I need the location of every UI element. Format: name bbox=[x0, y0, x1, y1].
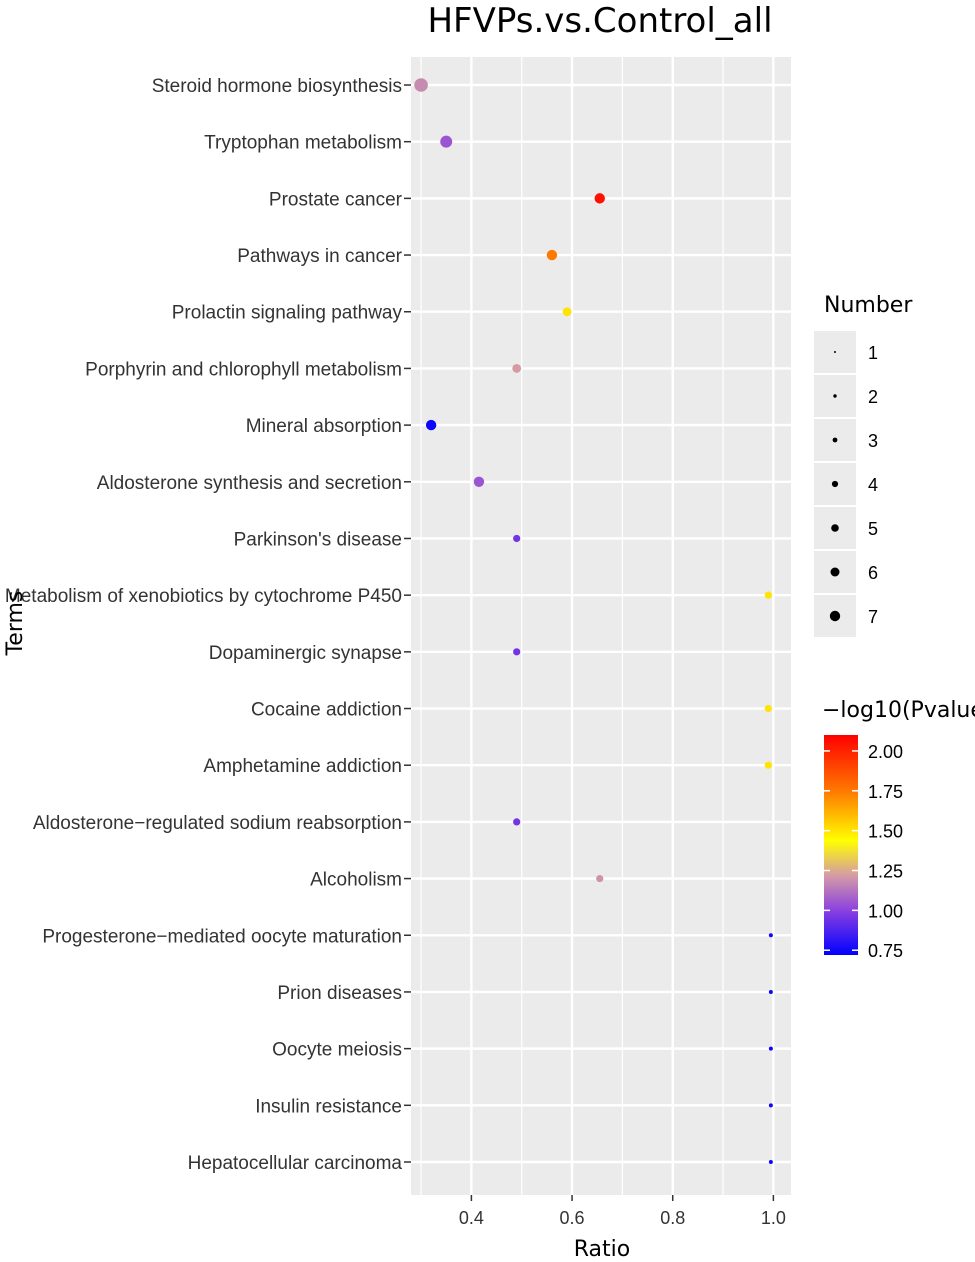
y-tick-label: Parkinson's disease bbox=[234, 529, 402, 550]
size-legend-dot bbox=[832, 437, 838, 443]
data-point bbox=[414, 78, 428, 92]
y-tick-label: Porphyrin and chlorophyll metabolism bbox=[85, 359, 402, 380]
y-tick-label: Tryptophan metabolism bbox=[204, 133, 402, 154]
x-tick-label: 0.8 bbox=[660, 1208, 685, 1228]
colorbar-label: 2.00 bbox=[868, 742, 903, 762]
size-legend-label: 6 bbox=[868, 563, 878, 583]
grid-major bbox=[411, 57, 791, 1195]
data-point bbox=[764, 591, 772, 599]
y-tick-label: Mineral absorption bbox=[246, 416, 402, 437]
data-point bbox=[768, 989, 773, 994]
x-tick-label: 0.6 bbox=[560, 1208, 585, 1228]
data-point bbox=[440, 135, 453, 148]
color-legend: −log10(Pvalue) 2.00 1.75 1.50 1.25 1.00 0.75 bbox=[822, 698, 975, 961]
y-tick-label: Hepatocellular carcinoma bbox=[188, 1153, 403, 1174]
y-tick-label: Cocaine addiction bbox=[251, 700, 402, 721]
size-legend-label: 5 bbox=[868, 519, 878, 539]
size-legend-dot bbox=[831, 524, 839, 532]
data-point bbox=[768, 1160, 773, 1164]
colorbar-label: 1.00 bbox=[868, 901, 903, 921]
y-tick-label: Aldosterone synthesis and secretion bbox=[97, 473, 402, 494]
y-tick-label: Prostate cancer bbox=[269, 189, 403, 210]
size-legend-dot bbox=[833, 394, 837, 398]
data-point bbox=[768, 1046, 773, 1051]
size-legend-dot bbox=[834, 351, 836, 353]
y-tick-label: Prolactin signaling pathway bbox=[172, 303, 403, 324]
y-axis-title: Terms bbox=[3, 591, 28, 657]
data-point bbox=[546, 249, 558, 261]
y-tick-label: Dopaminergic synapse bbox=[209, 643, 402, 664]
color-legend-title: −log10(Pvalue) bbox=[822, 698, 975, 723]
data-point bbox=[562, 307, 572, 317]
size-legend-dot bbox=[829, 610, 841, 622]
data-point bbox=[512, 364, 522, 373]
y-tick-label: Insulin resistance bbox=[255, 1096, 402, 1117]
colorbar-label: 1.75 bbox=[868, 782, 903, 802]
size-legend-label: 1 bbox=[868, 343, 878, 363]
size-legend-dot bbox=[831, 480, 839, 488]
data-point bbox=[425, 419, 437, 431]
data-point bbox=[513, 818, 521, 826]
y-tick-label: Aldosterone−regulated sodium reabsorptio… bbox=[33, 813, 402, 834]
data-point bbox=[764, 704, 772, 713]
size-legend-label: 3 bbox=[868, 431, 878, 451]
data-point bbox=[764, 761, 772, 769]
x-tick-label: 0.4 bbox=[459, 1208, 484, 1228]
data-point bbox=[768, 933, 773, 938]
y-tick-label: Progesterone−mediated oocyte maturation bbox=[42, 926, 402, 947]
chart-title: HFVPs.vs.Control_all bbox=[427, 1, 772, 41]
size-legend-label: 7 bbox=[868, 607, 878, 627]
x-axis: 0.4 0.6 0.8 1.0 bbox=[459, 1195, 786, 1228]
plot-panel bbox=[411, 57, 791, 1195]
x-axis-title: Ratio bbox=[574, 1237, 630, 1262]
y-tick-label: Alcoholism bbox=[310, 870, 402, 891]
size-legend-title: Number bbox=[824, 293, 913, 318]
size-legend-label: 2 bbox=[868, 387, 878, 407]
y-tick-label: Steroid hormone biosynthesis bbox=[152, 76, 402, 97]
data-point bbox=[473, 476, 485, 487]
y-tick-label: Metabolism of xenobiotics by cytochrome … bbox=[5, 586, 402, 607]
y-tick-label: Oocyte meiosis bbox=[272, 1040, 402, 1061]
y-tick-label: Prion diseases bbox=[277, 983, 402, 1004]
size-legend-dot bbox=[830, 567, 840, 577]
data-point bbox=[594, 193, 605, 204]
grid-minor bbox=[420, 57, 724, 1195]
data-point bbox=[513, 534, 521, 543]
colorbar bbox=[824, 735, 858, 955]
colorbar-label: 1.50 bbox=[868, 822, 903, 842]
size-legend: Number 1 2 3 4 5 6 7 bbox=[814, 293, 913, 637]
data-point bbox=[596, 874, 604, 883]
colorbar-label: 0.75 bbox=[868, 941, 903, 961]
size-legend-label: 4 bbox=[868, 475, 878, 495]
data-points bbox=[414, 78, 773, 1164]
y-axis: Steroid hormone biosynthesis Tryptophan m… bbox=[5, 76, 411, 1174]
data-point bbox=[513, 648, 521, 656]
data-point bbox=[768, 1103, 773, 1108]
y-tick-label: Pathways in cancer bbox=[237, 246, 402, 267]
x-tick-label: 1.0 bbox=[761, 1208, 786, 1228]
colorbar-label: 1.25 bbox=[868, 862, 903, 882]
y-tick-label: Amphetamine addiction bbox=[203, 756, 402, 777]
